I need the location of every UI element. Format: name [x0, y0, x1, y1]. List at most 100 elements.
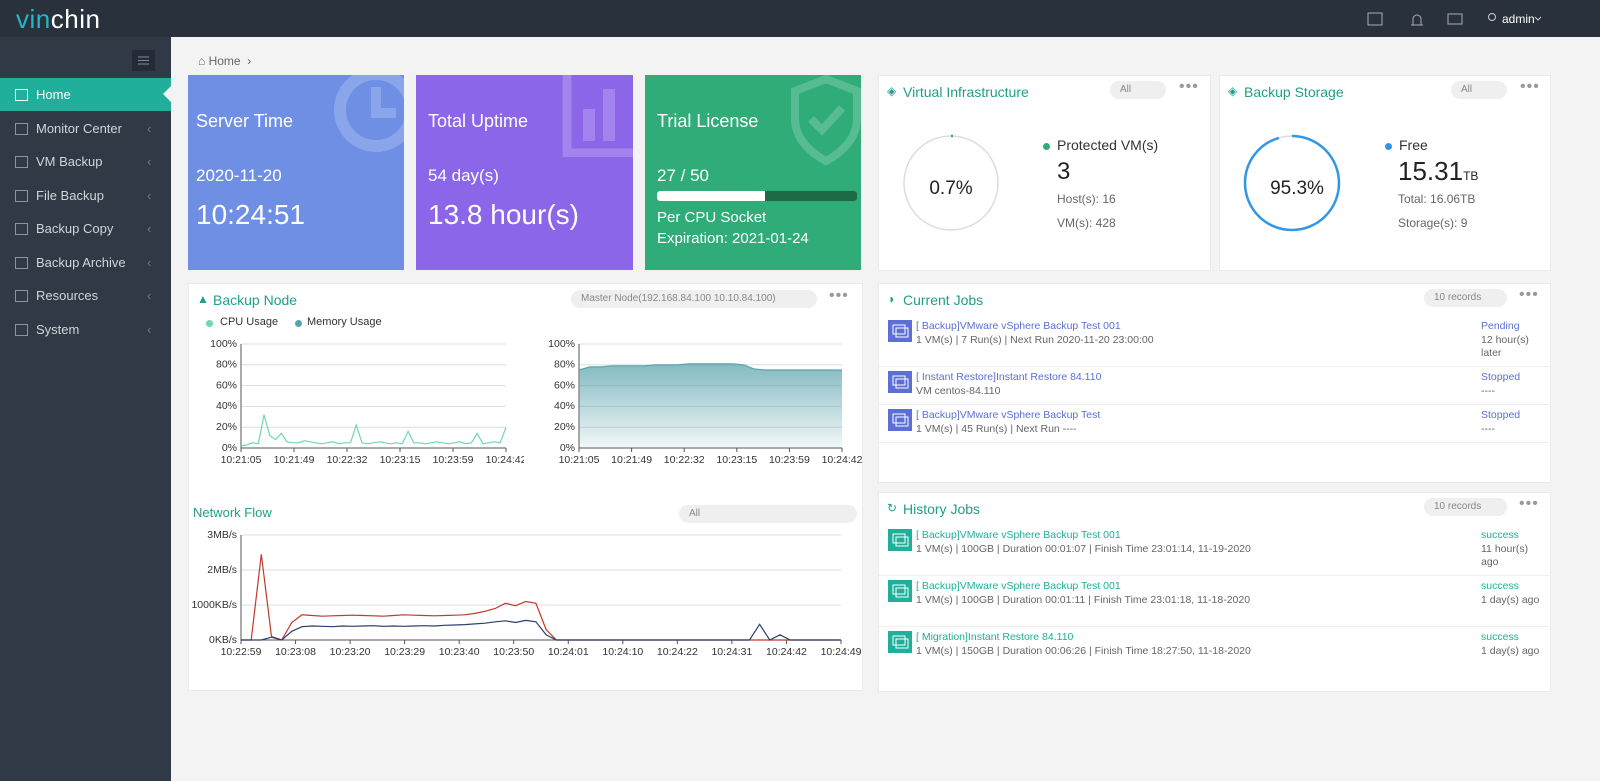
- license-bar-track: [657, 191, 857, 201]
- more-menu[interactable]: •••: [1179, 78, 1199, 95]
- header-icons: [1367, 12, 1542, 26]
- backup-node-panel: ▲ Backup Node Master Node(192.168.84.100…: [188, 283, 863, 691]
- records-select[interactable]: 10 records: [1424, 289, 1507, 307]
- y-tick-label: 0%: [222, 442, 237, 454]
- records-select[interactable]: 10 records: [1424, 498, 1507, 516]
- x-tick-label: 10:23:59: [433, 454, 474, 466]
- more-menu[interactable]: •••: [1519, 286, 1539, 303]
- ring-box: 95.3%: [1242, 133, 1352, 243]
- job-detail: 1 VM(s) | 100GB | Duration 00:01:11 | Fi…: [916, 594, 1251, 606]
- tile-hours: 13.8 hour(s): [428, 199, 579, 230]
- x-tick-label: 10:24:31: [711, 646, 752, 658]
- menu-item[interactable]: File Backup ‹: [0, 179, 171, 212]
- x-tick-label: 10:22:32: [327, 454, 368, 466]
- job-row[interactable]: [ Backup]VMware vSphere Backup Test 001 1…: [879, 525, 1549, 576]
- menu-icon: [15, 256, 28, 269]
- line: [241, 619, 841, 641]
- x-tick-label: 10:24:22: [657, 646, 698, 658]
- menu-item[interactable]: Backup Archive ‹: [0, 246, 171, 279]
- legend-label[interactable]: CPU Usage: [220, 316, 279, 328]
- legend-label: Free: [1399, 137, 1428, 153]
- job-time: ----: [1481, 423, 1495, 435]
- x-tick-label: 10:23:15: [380, 454, 421, 466]
- more-menu[interactable]: •••: [1519, 495, 1539, 512]
- job-row[interactable]: [ Backup]VMware vSphere Backup Test 001 1…: [879, 316, 1549, 367]
- network-select[interactable]: All: [679, 505, 857, 523]
- free-value: 15.31: [1398, 156, 1464, 186]
- y-tick-label: 80%: [216, 359, 237, 371]
- backup-storage-panel: Backup Storage ◈ All ••• 95.3% Free 15.3…: [1219, 75, 1551, 271]
- menu-item[interactable]: Backup Copy ‹: [0, 212, 171, 245]
- y-tick-label: 80%: [554, 359, 575, 371]
- more-menu[interactable]: •••: [829, 287, 849, 304]
- menu-label: System: [36, 321, 80, 337]
- panel-icon: ↻: [887, 501, 898, 515]
- cpu-chart: 0% 20% 40% 60% 80% 100% 10:21:05 10:21:49 10:22:…: [210, 338, 524, 466]
- ring-label: 95.3%: [1270, 178, 1324, 199]
- legend-label[interactable]: Memory Usage: [307, 316, 382, 328]
- menu-icon: [15, 323, 28, 336]
- menu-toggle[interactable]: [132, 50, 155, 71]
- bell-icon[interactable]: [1411, 14, 1423, 26]
- panel-title: Virtual Infrastructure: [903, 84, 1029, 100]
- ring-arc: [1243, 134, 1341, 232]
- x-tick-label: 10:23:29: [384, 646, 425, 658]
- menu-chevron: ‹: [147, 187, 152, 203]
- toggle-icon: [138, 56, 149, 65]
- x-tick-label: 10:24:01: [548, 646, 589, 658]
- free-unit: TB: [1463, 169, 1479, 183]
- panel-icon: ▲: [197, 292, 209, 306]
- x-tick-label: 10:21:05: [221, 454, 262, 466]
- filter-select[interactable]: All: [1451, 81, 1507, 99]
- menu-label: Home: [36, 87, 71, 102]
- sidebar: Home Monitor Center ‹ VM Backup ‹ File Backup…: [0, 37, 171, 781]
- vm-count: VM(s): 428: [1057, 216, 1116, 230]
- menu-label: Backup Archive: [36, 254, 126, 270]
- menu-chevron: ‹: [147, 120, 152, 136]
- job-status: success: [1481, 580, 1519, 592]
- x-tick-label: 10:24:10: [602, 646, 643, 658]
- job-row[interactable]: [ Backup]VMware vSphere Backup Test 1 VM(…: [879, 405, 1549, 443]
- panel-title: History Jobs: [903, 501, 981, 517]
- y-tick-label: 60%: [216, 379, 237, 391]
- filter-select[interactable]: All: [1110, 81, 1166, 99]
- license-tile: Trial License 27 / 50 Per CPU Socket Exp…: [645, 75, 861, 270]
- job-status: Pending: [1481, 320, 1520, 332]
- network-chart: 0KB/s 1000KB/s 2MB/s 3MB/s 10:22:59 10:23:08 1…: [191, 529, 861, 658]
- y-tick-label: 1000KB/s: [191, 599, 237, 611]
- menu-item[interactable]: VM Backup ‹: [0, 145, 171, 178]
- job-row[interactable]: [ Backup]VMware vSphere Backup Test 001 1…: [879, 576, 1549, 627]
- menu-item[interactable]: Monitor Center ‹: [0, 112, 171, 145]
- area: [579, 363, 842, 448]
- x-tick-label: 10:21:05: [559, 454, 600, 466]
- job-row[interactable]: [ Migration]Instant Restore 84.110 1 VM(s…: [879, 627, 1549, 665]
- y-tick-label: 20%: [554, 421, 575, 433]
- node-select[interactable]: Master Node(192.168.84.100 10.10.84.100): [571, 290, 817, 308]
- job-name: [ Instant Restore]Instant Restore 84.110: [916, 371, 1102, 383]
- ring-arc: [902, 134, 1000, 232]
- tile-title: Trial License: [657, 111, 759, 131]
- chart-icon: [562, 75, 633, 157]
- job-row[interactable]: [ Instant Restore]Instant Restore 84.110…: [879, 367, 1549, 405]
- task-icon[interactable]: [1367, 12, 1383, 26]
- y-tick-label: 60%: [554, 379, 575, 391]
- job-icon: [888, 631, 912, 653]
- job-name: [ Backup]VMware vSphere Backup Test 001: [916, 320, 1121, 332]
- menu-icon: [15, 156, 28, 168]
- monitor-icon[interactable]: [1447, 13, 1463, 25]
- breadcrumb-home[interactable]: Home: [208, 54, 241, 68]
- job-name: [ Backup]VMware vSphere Backup Test: [916, 409, 1101, 421]
- more-menu[interactable]: •••: [1520, 78, 1540, 95]
- y-tick-label: 2MB/s: [207, 564, 237, 576]
- user-name[interactable]: admin: [1502, 12, 1535, 26]
- job-time: 12 hour(s) later: [1481, 334, 1529, 359]
- x-tick-label: 10:22:32: [664, 454, 705, 466]
- menu-item[interactable]: Resources ‹: [0, 279, 171, 312]
- logo[interactable]: vinchin: [16, 4, 100, 35]
- job-status: success: [1481, 631, 1519, 643]
- job-status: Stopped: [1481, 409, 1521, 421]
- menu-chevron: ‹: [147, 288, 152, 303]
- menu-item[interactable]: Home: [0, 78, 171, 111]
- menu-item[interactable]: System ‹: [0, 313, 171, 346]
- menu-chevron: ‹: [147, 254, 152, 270]
